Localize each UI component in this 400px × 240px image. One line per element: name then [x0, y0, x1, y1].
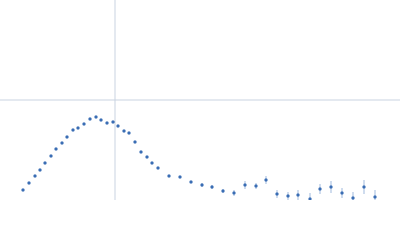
data-point: [82, 122, 86, 126]
data-point: [275, 192, 279, 196]
data-point: [127, 131, 131, 135]
data-point: [167, 174, 171, 178]
data-point: [189, 180, 193, 184]
data-point: [54, 147, 58, 151]
data-point: [43, 161, 47, 165]
data-point: [145, 155, 149, 159]
data-point: [60, 141, 64, 145]
data-point: [139, 150, 143, 154]
data-point: [111, 120, 115, 124]
data-point: [94, 115, 98, 119]
data-point: [99, 118, 103, 122]
data-point: [221, 189, 225, 193]
data-point: [71, 128, 75, 132]
data-point: [122, 129, 126, 133]
data-point: [373, 195, 377, 199]
data-point: [200, 183, 204, 187]
data-point: [133, 140, 137, 144]
data-point: [38, 168, 42, 172]
data-point: [21, 188, 25, 192]
data-point: [76, 126, 80, 130]
data-point: [156, 166, 160, 170]
data-point: [210, 185, 214, 189]
data-point: [150, 161, 154, 165]
data-point: [296, 193, 300, 197]
data-point: [178, 175, 182, 179]
data-point: [33, 174, 37, 178]
data-point: [318, 187, 322, 191]
data-point: [362, 185, 366, 189]
data-point: [116, 124, 120, 128]
data-point: [340, 191, 344, 195]
data-point: [49, 154, 53, 158]
data-point: [351, 196, 355, 200]
data-point: [308, 197, 312, 200]
data-point: [88, 117, 92, 121]
chart: [0, 0, 400, 200]
data-point: [329, 185, 333, 189]
data-point: [254, 184, 258, 188]
data-point: [232, 191, 236, 195]
data-point: [105, 121, 109, 125]
data-point: [286, 194, 290, 198]
data-point: [264, 178, 268, 182]
data-point: [27, 181, 31, 185]
data-point: [243, 183, 247, 187]
data-point: [65, 135, 69, 139]
